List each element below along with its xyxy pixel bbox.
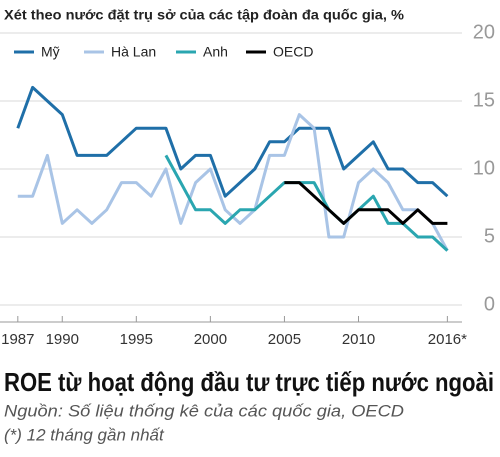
y-tick-label: 10: [473, 157, 495, 179]
legend-label: OECD: [273, 44, 313, 60]
x-tick-label: 2016*: [428, 331, 467, 348]
chart-subtitle: Xét theo nước đặt trụ sở của các tập đoà…: [4, 7, 405, 23]
legend-label: Mỹ: [41, 44, 60, 60]
x-tick-label: 2005: [268, 331, 301, 348]
y-tick-label: 5: [484, 225, 495, 247]
chart-title: ROE từ hoạt động đầu tư trực tiếp nước n…: [4, 367, 494, 397]
y-tick-label: 15: [473, 89, 495, 111]
series-line: [17, 113, 449, 252]
note: (*) 12 tháng gần nhất: [4, 425, 165, 444]
series-line: [284, 181, 448, 225]
x-tick-label: 1995: [120, 331, 153, 348]
legend-label: Hà Lan: [111, 44, 156, 60]
x-tick-label: 1990: [46, 331, 79, 348]
series-line: [16, 85, 449, 198]
legend-label: Anh: [203, 44, 228, 60]
source: Nguồn: Số liệu thống kê của các quốc gia…: [4, 401, 404, 420]
x-tick-label: 2000: [194, 331, 227, 348]
y-tick-label: 20: [473, 21, 495, 43]
x-tick-label: 1987: [1, 331, 34, 348]
series-line: [164, 154, 449, 252]
y-tick-label: 0: [484, 293, 495, 315]
x-tick-label: 2010: [342, 331, 375, 348]
